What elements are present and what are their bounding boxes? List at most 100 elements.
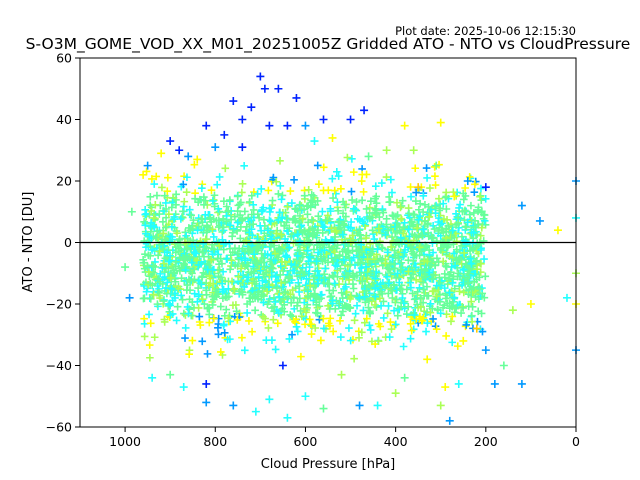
scatter-cloud-marker [144,251,153,260]
scatter-cloud-marker [388,211,397,220]
scatter-cloud-marker [199,240,208,248]
scatter-cloud-marker [217,273,225,282]
scatter-cloud-marker [411,231,419,240]
scatter-cloud-marker [346,295,354,303]
scatter-cloud-marker [182,188,191,196]
scatter-cloud-marker [148,246,156,254]
scatter-cloud-marker [293,301,301,310]
scatter-cloud-marker [297,273,306,282]
scatter-cloud-marker [337,289,346,297]
scatter-cloud-marker [263,300,272,309]
scatter-cloud-marker [442,263,451,271]
scatter-cloud-marker [314,212,323,220]
scatter-cloud-marker [339,307,347,316]
scatter-cloud-marker [148,175,156,183]
scatter-cloud-marker [473,265,481,273]
scatter-cloud-marker [382,173,391,181]
scatter-cloud-marker [409,270,417,279]
scatter-cloud-marker [233,207,242,215]
scatter-cloud-marker [219,240,227,249]
scatter-cloud-marker [313,309,322,318]
y-axis-label: ATO - NTO [DU] [21,192,36,293]
scatter-cloud-marker [464,302,473,311]
scatter-cloud-marker [415,243,424,252]
scatter-cloud-marker [268,196,277,205]
scatter-cloud-marker [233,218,242,227]
y-axis: −60 −40 −20 0 20 40 60 [46,51,80,435]
scatter-cloud-marker [392,295,401,304]
scatter-cloud-marker [291,205,300,213]
scatter-cloud-marker [467,260,476,268]
scatter-cloud-marker [313,228,321,237]
scatter-cloud-marker [257,185,266,193]
scatter-cloud-marker [267,242,275,251]
scatter-cloud-marker [153,300,162,308]
scatter-cloud-marker [315,271,323,280]
scatter-cloud-marker [201,210,210,219]
scatter-cloud-marker [393,198,401,207]
scatter-cloud-marker [477,196,486,205]
scatter-cloud-marker [203,265,212,274]
scatter-cloud-marker [284,244,292,253]
scatter-cloud-marker [146,319,155,328]
scatter-cloud-marker [333,272,342,281]
scatter-cloud-marker [233,249,242,258]
scatter-cloud-marker [431,181,440,189]
scatter-cloud-marker [147,207,156,215]
scatter-cloud-marker [285,272,293,281]
scatter-point [278,361,287,370]
scatter-cloud-marker [172,316,181,325]
scatter-point [346,115,355,124]
x-axis: 1000 800 600 400 200 0 [109,427,580,449]
scatter-cloud-marker [435,273,444,282]
scatter-cloud-marker [425,268,434,277]
scatter-cloud-marker [287,260,296,268]
scatter-cloud-marker [320,324,328,333]
scatter-cloud-marker [393,235,401,244]
scatter-cloud-marker [146,294,155,303]
scatter-cloud-marker [452,245,461,254]
scatter-cloud-marker [238,290,247,299]
scatter-cloud-marker [409,256,417,265]
scatter-cloud-marker [382,220,391,229]
scatter-cloud-marker [314,248,322,257]
scatter-cloud-marker [293,327,302,336]
scatter-cloud-marker [403,310,411,318]
scatter-cloud-marker [216,348,225,356]
scatter-cloud-marker [419,298,427,307]
scatter-cloud-marker [241,256,250,265]
scatter-cloud-marker [203,304,212,313]
scatter-cloud-marker [139,294,148,303]
scatter-cloud-marker [244,245,252,253]
scatter-cloud-marker [385,193,393,201]
scatter-cloud-marker [183,173,191,182]
scatter-cloud-marker [237,223,245,231]
scatter-cloud-marker [160,191,169,200]
scatter-cloud-marker [219,215,227,223]
scatter-cloud-marker [340,200,349,209]
scatter-cloud-marker [272,278,280,286]
y-tick-label: 0 [64,235,72,250]
scatter-cloud-marker [335,217,344,226]
scatter-cloud-marker [293,252,302,260]
scatter-point [256,72,265,81]
scatter-cloud-marker [146,279,154,288]
scatter-cloud-marker [347,187,356,196]
scatter-cloud-marker [292,263,300,271]
scatter-cloud-marker [377,302,385,310]
scatter-cloud-marker [474,220,482,229]
scatter-cloud-marker [316,252,325,261]
scatter-cloud-marker [277,279,285,287]
scatter-cloud-marker [171,277,180,286]
scatter-cloud-marker [206,213,214,222]
scatter-cloud-marker [362,286,371,295]
scatter-cloud-marker [229,224,238,233]
scatter-cloud-marker [449,297,458,306]
scatter-cloud-marker [432,201,440,210]
scatter-cloud-marker [371,205,379,213]
scatter-cloud-marker [373,245,382,254]
scatter-cloud-marker [266,217,275,226]
scatter-cloud-marker [295,219,304,227]
scatter-point [508,306,517,315]
scatter-cloud-marker [360,292,369,301]
